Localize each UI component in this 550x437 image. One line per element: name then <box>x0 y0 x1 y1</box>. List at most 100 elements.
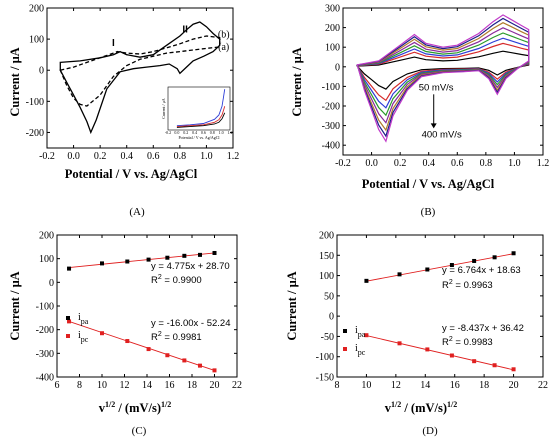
panel-c-legend-label-text: i <box>78 330 81 341</box>
panel-d-xlabel-sup1: 1/2 <box>391 400 401 409</box>
panel-d-point-i_pc <box>492 363 497 368</box>
panel-a-inset-ylabel: Current / μA <box>161 98 166 118</box>
panel-d-legend-label-text: i <box>355 325 358 336</box>
panel-c-xtick-label: 12 <box>120 380 130 391</box>
panel-b-annotation-400: 400 mV/s <box>422 129 462 140</box>
panel-a-xtick-label: -0.2 <box>39 151 55 162</box>
panel-b-xtick-label: 1.2 <box>537 158 550 169</box>
panel-d-point-i_pa <box>425 267 430 272</box>
panel-b-ytick-label: -200 <box>322 102 340 113</box>
panel-c-equation-rest: = 0.9900 <box>162 275 202 286</box>
panel-c-equation: y = -16.00x - 52.24 <box>151 318 230 329</box>
panel-d-legend-label: ipc <box>355 343 366 357</box>
panel-a-xtick-label: 1.2 <box>227 151 240 162</box>
panel-c-legend-label-text: i <box>78 312 81 323</box>
panel-d-ytick-label: 200 <box>319 231 334 242</box>
panel-c-xlabel-units: / (mV/s) <box>115 401 161 415</box>
panel-d-xtick-label: 10 <box>361 380 371 391</box>
panel-c-legend-label: ipc <box>78 330 89 344</box>
panel-c-point-i_pc <box>212 368 217 373</box>
panel-a-series-a <box>59 35 221 107</box>
panel-d-legend-label: ipa <box>355 325 366 339</box>
panel-b-xtick-label: 0.0 <box>365 158 378 169</box>
panel-c-fit-line-i_pc <box>68 321 215 371</box>
panel-c-point-i_pc <box>67 319 72 324</box>
panel-c-xlabel-sup2: 1/2 <box>161 400 171 409</box>
panel-c-legend-label: ipa <box>78 312 89 326</box>
panel-c-ytick-label: 100 <box>39 254 54 265</box>
panel-c-legend-marker <box>66 334 70 338</box>
panel-a-ylabel: Current / μA <box>8 47 22 116</box>
panel-d-xtick-label: 8 <box>335 380 340 391</box>
panel-b-xtick-label: -0.2 <box>335 158 351 169</box>
panel-a-inset-xtick-label: 0.6 <box>201 130 206 135</box>
panel-c-point-i_pa <box>182 253 187 258</box>
panel-a-inset-frame <box>167 86 231 131</box>
panel-b-xtick-label: 0.4 <box>422 158 435 169</box>
panel-c-xtick-label: 20 <box>210 380 220 391</box>
panel-a: Current / μA Potential / V vs. Ag/AgCl (… <box>8 4 239 219</box>
panel-d-xtick-label: 22 <box>538 380 548 391</box>
panel-a-ytick-label: 0 <box>39 66 44 77</box>
panel-d-xtick-label: 16 <box>450 380 460 391</box>
panel-c-point-i_pa <box>197 252 202 257</box>
panel-c-xtick-label: 10 <box>97 380 107 391</box>
panel-c-xtick-label: 8 <box>77 380 82 391</box>
panel-b-xlabel: Potential / V vs. Ag/AgCl <box>362 177 495 191</box>
panel-d-legend-label-sub: pc <box>358 348 366 357</box>
panel-b-xtick-label: 0.2 <box>394 158 407 169</box>
panel-a-inset-xtick-label: 0.8 <box>210 130 215 135</box>
panel-c-ylabel: Current / μA <box>8 271 22 340</box>
panel-a-annotation: (b) <box>218 30 230 41</box>
panel-a-inset-xtick-label: 1.2 <box>228 130 233 135</box>
panel-d-point-i_pc <box>472 359 477 364</box>
panel-c-ytick-label: 0 <box>49 278 54 289</box>
panel-c-ytick-label: -200 <box>36 325 54 336</box>
panel-c-equation: R2 = 0.9981 <box>151 331 202 343</box>
panel-d-xlabel-units: / (mV/s) <box>401 401 447 415</box>
panel-b-annotation-50: 50 mV/s <box>419 82 454 93</box>
panel-c-xtick-label: 18 <box>187 380 197 391</box>
panel-a-annotation: I <box>112 38 115 49</box>
panel-a-annotation: II <box>182 24 188 35</box>
panel-b-ytick-label: -100 <box>322 82 340 93</box>
panel-a-label: (A) <box>129 206 145 218</box>
panel-a-xtick-label: 0.2 <box>94 151 107 162</box>
panel-c-point-i_pa <box>165 255 170 260</box>
panel-a-ytick-label: -100 <box>26 97 44 108</box>
panel-d-point-i_pc <box>425 347 430 352</box>
panel-b-series-400mv <box>356 14 530 143</box>
panel-c-point-i_pa <box>146 257 151 262</box>
panel-d-point-i_pa <box>397 272 402 277</box>
panel-a-xtick-label: 1.0 <box>200 151 213 162</box>
panel-d-point-i_pa <box>449 263 454 268</box>
panel-c-plot-frame <box>56 234 238 378</box>
panel-c-point-i_pc <box>197 363 202 368</box>
panel-d: Current / μA v1/2 / (mV/s)1/2 (D) 8 10 12 1… <box>285 231 548 437</box>
panel-a-xtick-label: 0.4 <box>120 151 133 162</box>
panel-a-xlabel: Potential / V vs. Ag/AgCl <box>65 167 198 181</box>
panel-b-arrow-head <box>430 123 437 129</box>
panel-b-label: (B) <box>421 206 436 218</box>
panel-d-point-i_pc <box>364 333 369 338</box>
panel-d-xtick-label: 20 <box>509 380 519 391</box>
panel-d-point-i_pc <box>397 341 402 346</box>
panel-b-ytick-label: -300 <box>322 121 340 132</box>
panel-b-ytick-label: 300 <box>325 4 340 15</box>
panel-d-xlabel-sup2: 1/2 <box>447 400 457 409</box>
panel-b-ytick-label: 100 <box>325 43 340 54</box>
panel-c-ytick-label: -100 <box>36 302 54 313</box>
panel-c-equation-text: y = 4.775x + 28.70 <box>151 261 230 272</box>
panel-d-equation-sup: 2 <box>449 279 453 286</box>
panel-d-legend-label-text: i <box>355 343 358 354</box>
panel-b-series-250mv <box>356 27 530 124</box>
panel-d-equation-text: R <box>442 337 449 348</box>
panel-d-point-i_pa <box>511 251 516 256</box>
panel-d-equation: R2 = 0.9963 <box>442 279 493 291</box>
panel-c-legend-marker <box>66 316 70 320</box>
panel-d-equation: R2 = 0.9983 <box>442 336 493 348</box>
panel-c-equation-sup: 2 <box>158 274 162 281</box>
panel-d-point-i_pa <box>364 278 369 283</box>
panel-c-point-i_pa <box>125 259 130 264</box>
panel-c-ytick-label: 200 <box>39 231 54 242</box>
